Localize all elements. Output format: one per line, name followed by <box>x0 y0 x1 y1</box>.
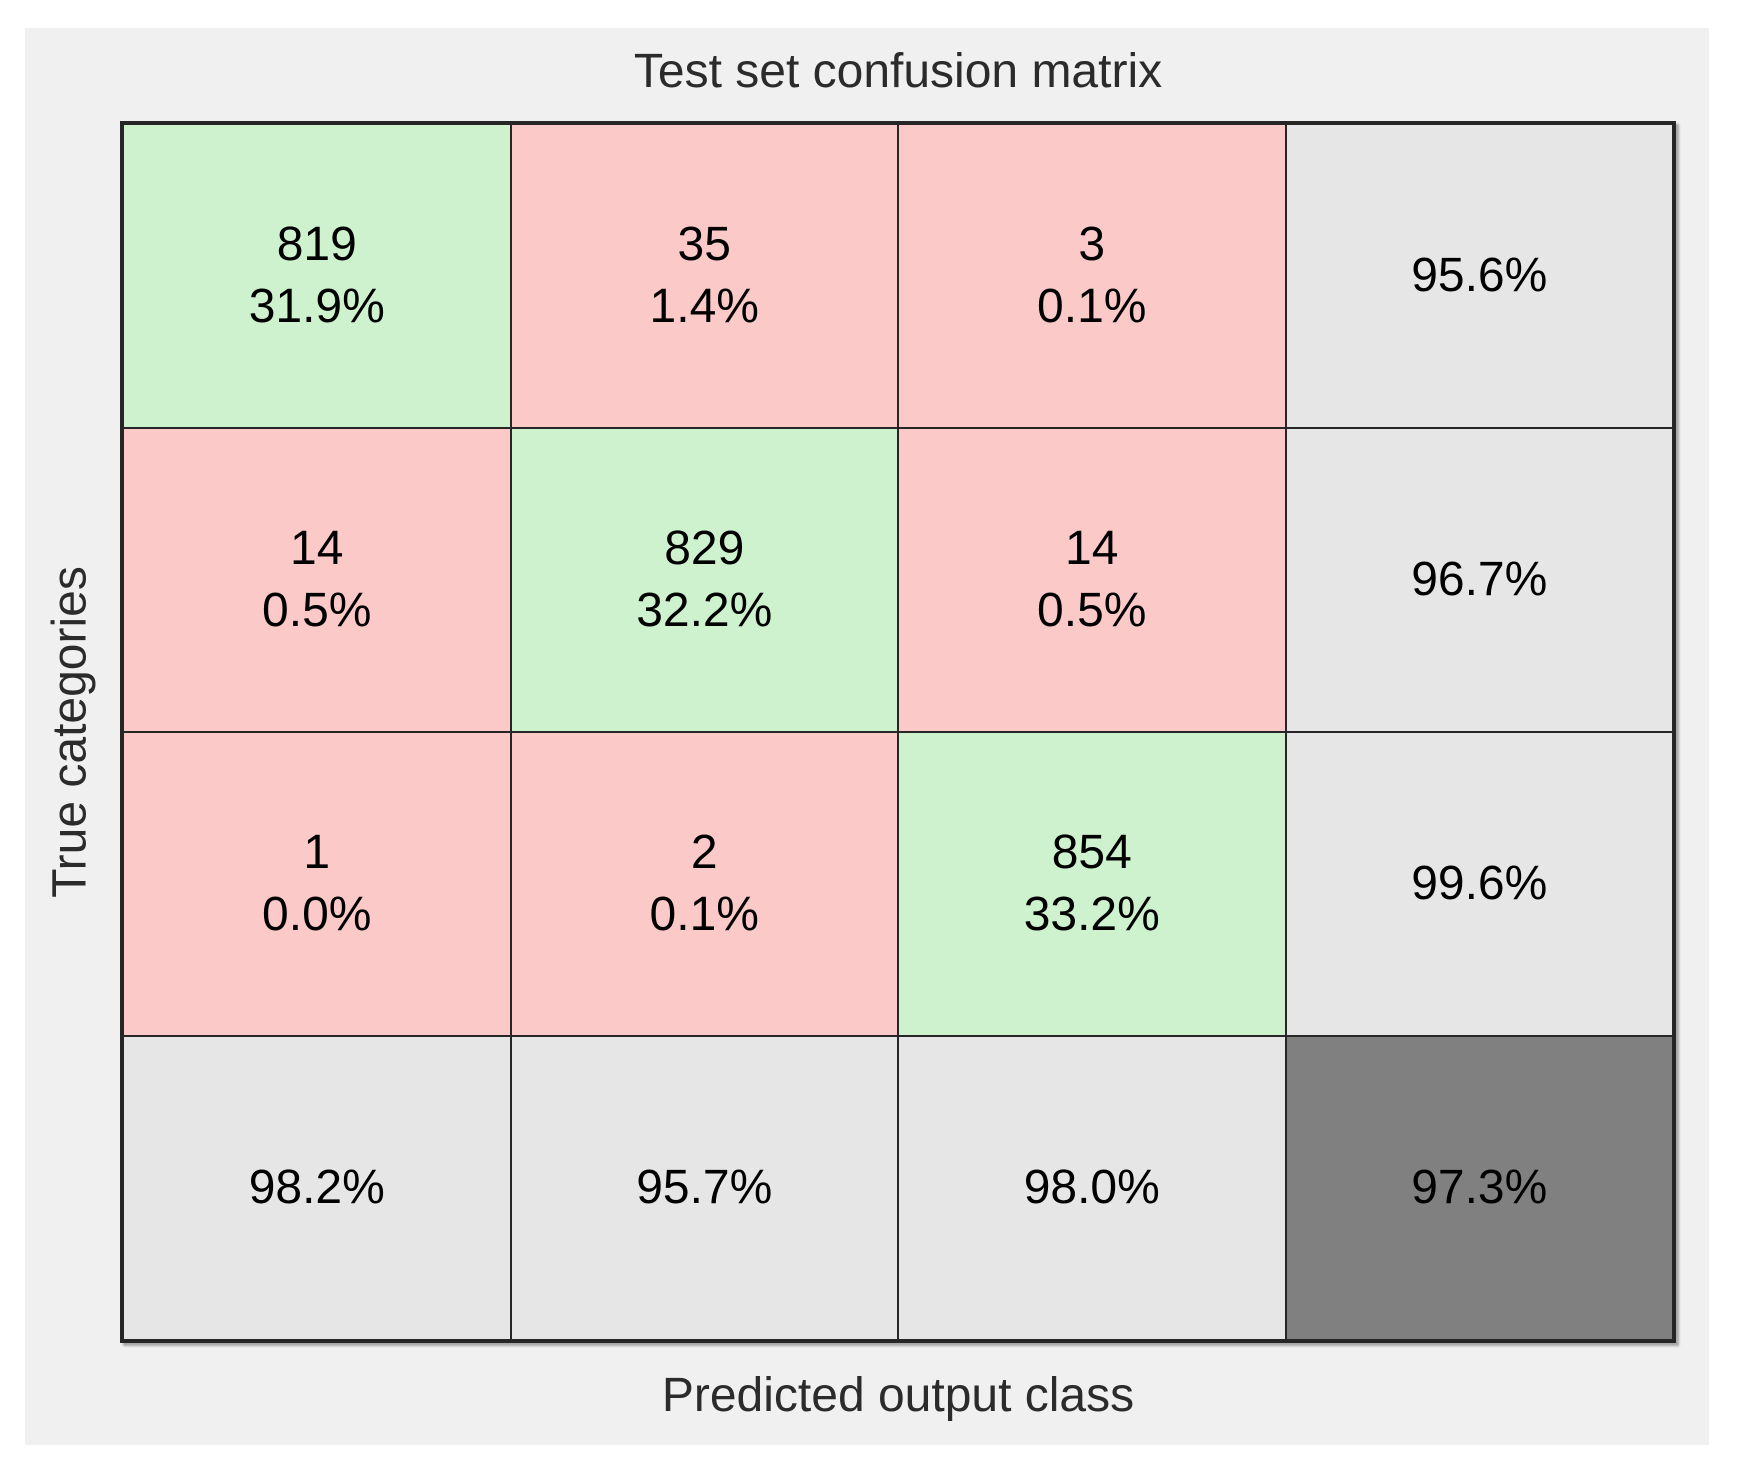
cell-count-value: 3 <box>1078 218 1106 271</box>
row-summary-r2: 96.7% <box>1286 429 1672 731</box>
cell-count-value: 14 <box>1065 522 1119 575</box>
cell-count-value: 35 <box>677 218 731 271</box>
cell-count-value: 14 <box>290 522 344 575</box>
x-axis-label: Predicted output class <box>661 1369 1135 1422</box>
matrix-cell-r2c3: 14 0.5% <box>899 429 1285 731</box>
cell-percent-value: 0.5% <box>1037 584 1147 637</box>
cell-percent-value: 31.9% <box>248 280 385 333</box>
matrix-cell-r1c2: 35 1.4% <box>511 125 897 427</box>
cell-percent-value: 0.0% <box>262 888 372 941</box>
col-summary-c3: 98.0% <box>899 1037 1285 1339</box>
cell-percent-value: 0.1% <box>1037 280 1147 333</box>
chart-title: Test set confusion matrix <box>633 45 1163 98</box>
col-accuracy-value: 95.7% <box>636 1161 773 1214</box>
matrix-cell-r2c1: 14 0.5% <box>124 429 510 731</box>
cell-percent-value: 0.1% <box>649 888 759 941</box>
cell-count-value: 854 <box>1051 826 1132 879</box>
overall-accuracy-cell: 97.3% <box>1286 1037 1672 1339</box>
cell-percent-value: 33.2% <box>1023 888 1160 941</box>
row-accuracy-value: 95.6% <box>1411 249 1548 302</box>
col-accuracy-value: 98.2% <box>248 1161 385 1214</box>
matrix-cell-r3c2: 2 0.1% <box>511 733 897 1035</box>
overall-accuracy-value: 97.3% <box>1411 1161 1548 1214</box>
row-summary-r3: 99.6% <box>1286 733 1672 1035</box>
matrix-cell-r3c1: 1 0.0% <box>124 733 510 1035</box>
cell-percent-value: 32.2% <box>636 584 773 637</box>
col-accuracy-value: 98.0% <box>1023 1161 1160 1214</box>
matrix-cell-r2c2: 829 32.2% <box>511 429 897 731</box>
y-axis-label: True categories <box>43 566 97 898</box>
cell-count-value: 2 <box>690 826 718 879</box>
confusion-matrix-grid: 819 31.9% 35 1.4% 3 0.1% 95.6% 14 0.5% 8… <box>120 121 1676 1343</box>
cell-count-value: 829 <box>664 522 745 575</box>
row-accuracy-value: 96.7% <box>1411 553 1548 606</box>
matrix-cell-r1c1: 819 31.9% <box>124 125 510 427</box>
col-summary-c2: 95.7% <box>511 1037 897 1339</box>
col-summary-c1: 98.2% <box>124 1037 510 1339</box>
figure-background: Test set confusion matrix True categorie… <box>25 28 1709 1445</box>
matrix-cell-r3c3: 854 33.2% <box>899 733 1285 1035</box>
cell-percent-value: 0.5% <box>262 584 372 637</box>
row-summary-r1: 95.6% <box>1286 125 1672 427</box>
matrix-cell-r1c3: 3 0.1% <box>899 125 1285 427</box>
cell-count-value: 1 <box>303 826 331 879</box>
cell-percent-value: 1.4% <box>649 280 759 333</box>
cell-count-value: 819 <box>276 218 357 271</box>
row-accuracy-value: 99.6% <box>1411 857 1548 910</box>
